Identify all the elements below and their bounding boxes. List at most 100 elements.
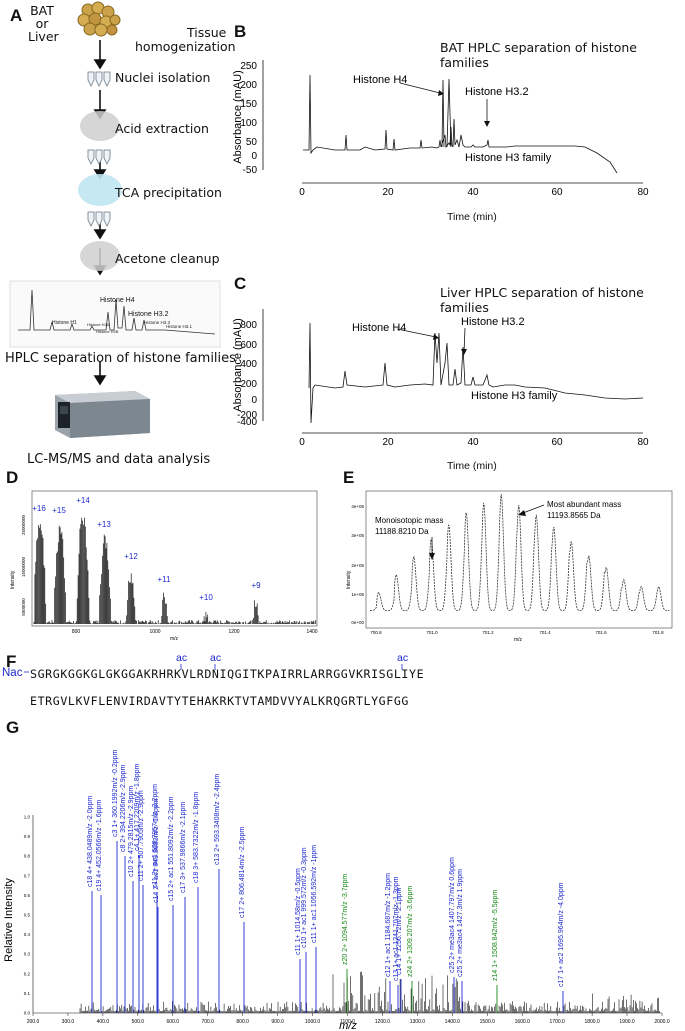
panel-e-letter: E	[343, 468, 355, 487]
g-ytick: 0.1	[24, 991, 31, 996]
step-tissue-text: Tissue	[187, 25, 227, 40]
g-ytick: 0.4	[24, 932, 31, 937]
g-xtick: 1400.0	[445, 1019, 461, 1025]
b-ytick: 200	[240, 80, 257, 91]
g-fragment-label: z20 2+ 1094.577m/z -3.7ppm	[342, 874, 349, 965]
g-xlabel: m/z	[339, 1020, 357, 1031]
d-charge: +12	[124, 552, 138, 561]
step-acetone: Acetone cleanup	[115, 251, 220, 266]
g-xtick: 1000.0	[305, 1019, 321, 1025]
g-ytick: 0.9	[24, 834, 31, 839]
step-nuclei: Nuclei isolation	[115, 70, 211, 85]
g-xtick: 200.0	[27, 1019, 40, 1025]
panel-b-letter: B	[234, 22, 247, 41]
g-ytick: 0.8	[24, 854, 31, 859]
g-xtick: 1100.0	[340, 1019, 355, 1025]
g-fragment-label: c4 1+ 417.2209m/z -1.8ppm	[134, 763, 141, 851]
d-charge: +14	[76, 496, 90, 505]
g-xtick: 300.0	[62, 1019, 75, 1025]
panel-b-title: BAT HPLC separation of histone families	[440, 40, 637, 70]
b-ytick: 250	[240, 61, 257, 72]
step-acid: Acid extraction	[115, 121, 209, 136]
g-fragment-labels: c3 1+ 360.1992m/z -0.2ppm c4 1+ 417.2209m…	[87, 749, 565, 987]
e-isotope-trace	[370, 494, 670, 612]
d-charge: +15	[52, 506, 66, 515]
e-xtick: 701.8	[652, 630, 664, 635]
c-xtick: 60	[551, 437, 563, 448]
thumb-h32: Histone H3.2	[128, 311, 169, 318]
panel-d-chart: Intensity 25000000 15000000 5000000 +16 …	[10, 490, 318, 642]
panel-c-title: Liver HPLC separation of histone familie…	[440, 285, 644, 315]
g-fragment-sticks	[91, 841, 564, 1013]
d-ylabel: Intensity	[10, 570, 16, 589]
g-fragment-label: c10 1+ ac1 999.572m/z -0.3ppm	[301, 847, 308, 948]
f-mod-ac: ac	[397, 652, 409, 664]
d-charge: +9	[251, 581, 261, 590]
g-ytick-group: 0.0 0.1 0.2 0.3 0.4 0.5 0.6 0.7 0.8 0.9 1.0	[24, 815, 31, 1016]
d-charge: +16	[32, 504, 46, 513]
panel-b-chart: Absorbance (mAU) 250 200 150 100 50 0 -5…	[232, 60, 649, 198]
g-fragment-label: c3 1+ 360.1992m/z -0.2ppm	[112, 749, 119, 837]
g-xtick: 400.0	[97, 1019, 110, 1025]
panel-d-letter: D	[6, 468, 19, 487]
e-mono-label-2: 11188.8210 Da	[375, 527, 429, 536]
panel-e-chart: Intensity 4e+05 3e+05 2e+05 1e+05 0e+00 …	[346, 490, 673, 643]
f-sequence-line-1: SGRGKGGKGLGKGGAKRHRKVLRDNIQGITKPAIRRLARR…	[30, 667, 425, 681]
g-fragment-label: z24 2+ 1309.207m/z -3.6ppm	[407, 886, 414, 977]
d-charge: +11	[158, 575, 172, 584]
g-ytick: 0.0	[24, 1011, 31, 1016]
g-fragment-label: c17 1+ ac2 1695.964m/z -4.0ppm	[558, 882, 565, 987]
d-ytick: 15000000	[21, 556, 26, 577]
g-xtick: 2000.0	[654, 1019, 670, 1025]
g-fragment-label: c12 1+ ac1 1184.687m/z -1.2ppm	[385, 873, 392, 977]
e-xlabel: m/z	[514, 637, 523, 643]
e-mono-label-1: Monoisotopic mass	[375, 516, 443, 525]
b-annot-h3fam: Histone H3 family	[465, 152, 552, 164]
g-ytick: 0.3	[24, 952, 31, 957]
mass-spectrometer-icon	[55, 391, 150, 438]
f-mod-ac: ac	[210, 652, 222, 664]
b-xtick: 60	[551, 187, 563, 198]
hplc-thumbnail: Histone H1 Histone H2A Histone H2B Histo…	[9, 280, 221, 348]
b-xlabel: Time (min)	[447, 211, 497, 223]
c-annot-h3fam: Histone H3 family	[471, 390, 558, 402]
g-xtick: 500.0	[132, 1019, 145, 1025]
d-ytick: 5000000	[21, 598, 26, 616]
panel-g-chart: Relative Intensity 0.0 0.1 0.2 0.3 0.4 0.5 0.6…	[3, 749, 670, 1031]
g-xtick: 1800.0	[584, 1019, 600, 1025]
g-fragment-label: c19 4+ 452.0566m/z -1.6ppm	[96, 800, 103, 891]
thumb-h4: Histone H4	[100, 297, 135, 304]
c-ytick: 400	[240, 359, 257, 370]
b-peaks	[441, 78, 452, 148]
g-spectrum-baseline	[79, 971, 661, 1013]
panel-f-letter: F	[6, 652, 17, 671]
g-fragment-label: c11 1+ 1014.58m/z -0.5ppm	[295, 868, 302, 955]
step-hplc: HPLC separation of histone families	[5, 351, 236, 366]
g-fragment-label: c25 2+ me3ac4 1427.3m/z 1.9ppm	[457, 869, 464, 977]
step-lcms: LC-MS/MS and data analysis	[27, 452, 211, 467]
e-abundant-label-2: 11193.8565 Da	[547, 511, 601, 520]
c-ytick: 600	[240, 340, 257, 351]
tube-set-1-icon	[87, 71, 111, 87]
g-fragment-label: c17 3+ 537.9866m/z -2.1ppm	[180, 802, 187, 893]
e-xtick: 701.4	[539, 630, 551, 635]
d-xtick: 800	[72, 629, 81, 635]
c-ytick: -200	[237, 410, 257, 421]
g-xtick: 1600.0	[515, 1019, 531, 1025]
b-xtick: 80	[637, 187, 649, 198]
b-annot-h4: Histone H4	[353, 74, 407, 86]
tissue-cluster-icon	[77, 1, 121, 37]
g-xtick: 700.0	[201, 1019, 214, 1025]
c-trace	[308, 322, 644, 424]
d-charge: +13	[97, 520, 111, 529]
g-xtick: 1700.0	[550, 1019, 566, 1025]
panel-c-chart: Absorbance (mAU) 800 600 400 200 0 -200 …	[232, 309, 649, 448]
c-ylabel: Absorbance (mAU)	[232, 318, 244, 412]
tca-blob	[78, 174, 122, 206]
panel-c-letter: C	[234, 274, 247, 293]
c-xlabel: Time (min)	[447, 460, 497, 472]
g-fragment-label: c11 2+ ac1 528.7957m/z -2.2ppm	[152, 784, 159, 888]
d-xtick: 1000	[149, 629, 160, 635]
g-xtick: 900.0	[271, 1019, 284, 1025]
g-ytick: 0.7	[24, 873, 31, 878]
